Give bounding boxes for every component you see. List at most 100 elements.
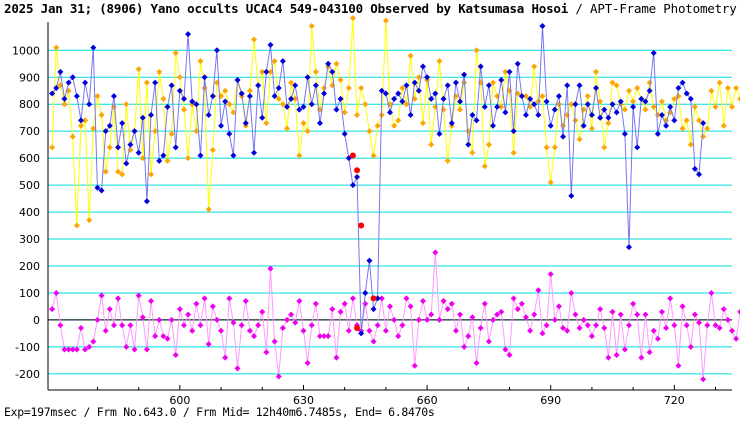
series-residual-point xyxy=(737,309,740,315)
series-residual-point xyxy=(700,376,707,383)
series-comparison-point xyxy=(337,76,344,83)
series-comparison-point xyxy=(593,68,600,75)
series-comparison-point xyxy=(333,60,340,67)
series-residual-point xyxy=(691,311,698,318)
series-comparison-point xyxy=(605,120,612,127)
series-comparison-point xyxy=(576,136,583,143)
series-comparison-point xyxy=(415,74,422,81)
series-residual-point xyxy=(148,298,155,305)
series-target-point xyxy=(461,71,468,78)
series-target-point xyxy=(127,141,134,148)
series-residual-point xyxy=(580,316,587,323)
series-residual-point xyxy=(419,298,426,305)
series-comparison-point xyxy=(436,58,443,65)
series-comparison-point xyxy=(560,122,567,129)
series-residual-point xyxy=(399,322,406,329)
series-target-point xyxy=(304,74,311,81)
series-target-point xyxy=(123,160,130,167)
series-residual-point xyxy=(156,316,163,323)
series-target-point xyxy=(354,174,361,181)
series-comparison-point xyxy=(300,120,307,127)
series-residual-point xyxy=(510,295,517,302)
series-residual-point xyxy=(65,346,72,353)
series-residual-point xyxy=(387,303,393,310)
series-residual-point xyxy=(724,316,731,323)
series-residual-point xyxy=(197,322,204,329)
series-comparison-point xyxy=(283,125,290,132)
series-comparison-point xyxy=(704,125,711,132)
series-target-point xyxy=(143,198,150,205)
series-residual-point xyxy=(654,335,661,342)
event-point xyxy=(354,324,361,331)
series-residual-point xyxy=(135,292,142,299)
y-tick-label: 600 xyxy=(19,152,40,165)
series-residual-point xyxy=(296,298,303,305)
series-residual-point xyxy=(213,316,220,323)
series-residual-point xyxy=(391,316,398,323)
series-residual-point xyxy=(283,316,290,323)
series-comparison-point xyxy=(700,133,707,140)
series-target-point xyxy=(687,95,694,102)
series-residual-point xyxy=(588,333,595,340)
series-target-point xyxy=(230,152,237,159)
series-comparison-point xyxy=(275,95,282,102)
series-comparison-point xyxy=(634,85,641,92)
series-residual-point xyxy=(82,346,89,353)
series-target-point xyxy=(527,95,534,102)
series-residual-point xyxy=(424,316,431,323)
series-residual xyxy=(49,249,740,383)
series-target-point xyxy=(53,85,60,92)
series-target-point xyxy=(638,95,645,102)
series-residual-point xyxy=(201,295,208,302)
series-residual-point xyxy=(712,322,719,329)
series-residual-point xyxy=(638,354,645,361)
series-target-point xyxy=(387,109,393,116)
series-comparison-point xyxy=(230,109,237,116)
series-comparison-point xyxy=(226,101,233,108)
series-comparison-point xyxy=(613,82,620,89)
series-comparison-point xyxy=(502,68,509,75)
series-target-point xyxy=(658,112,665,119)
series-target-point xyxy=(667,103,674,110)
series-residual-point xyxy=(176,306,183,313)
series-target-point xyxy=(531,101,538,108)
series-residual-point xyxy=(407,303,414,310)
series-target-point xyxy=(617,98,624,105)
series-residual-point xyxy=(123,343,130,350)
series-comparison-point xyxy=(82,117,89,124)
series-residual-point xyxy=(461,343,468,350)
series-comparison-point xyxy=(457,106,464,113)
series-target-point xyxy=(61,95,68,102)
series-residual-point xyxy=(506,351,513,358)
event-point xyxy=(354,167,361,174)
series-comparison-point xyxy=(259,68,266,75)
series-residual-point xyxy=(226,295,233,302)
series-target-point xyxy=(69,74,76,81)
series-comparison-point xyxy=(358,85,365,92)
series-comparison-point xyxy=(708,87,715,94)
series-target-point xyxy=(621,130,628,137)
series-residual-point xyxy=(469,314,476,321)
series-residual-point xyxy=(333,354,340,361)
series-residual-point xyxy=(593,322,600,329)
series-residual-point xyxy=(251,333,258,340)
series-comparison-point xyxy=(288,79,295,86)
series-residual-point xyxy=(415,316,422,323)
series-target-point xyxy=(374,295,381,302)
series-target-point xyxy=(485,82,492,89)
series-target-point xyxy=(308,101,315,108)
y-tick-label: 200 xyxy=(19,260,40,273)
series-comparison-point xyxy=(551,144,558,151)
series-comparison-point xyxy=(205,206,212,213)
series-target-point xyxy=(663,122,670,129)
series-target-point xyxy=(288,95,295,102)
series-target-point xyxy=(205,112,212,119)
series-comparison-point xyxy=(510,149,517,156)
series-residual-point xyxy=(222,354,229,361)
series-residual-point xyxy=(465,333,472,340)
series-target-point xyxy=(255,82,262,89)
series-target-point xyxy=(378,87,385,94)
series-target-point xyxy=(370,306,377,313)
series-comparison-point xyxy=(601,144,608,151)
